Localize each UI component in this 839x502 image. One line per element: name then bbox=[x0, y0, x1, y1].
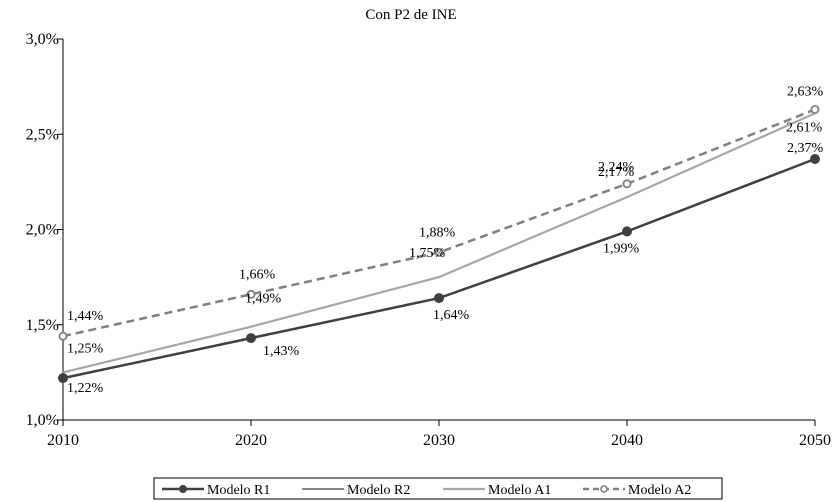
data-label-modelo-a1: 1,75% bbox=[409, 246, 446, 261]
data-point-modelo-a2 bbox=[622, 179, 632, 189]
data-label-modelo-a2: 1,88% bbox=[419, 225, 456, 240]
data-label-modelo-r1: 1,43% bbox=[263, 344, 300, 359]
data-point-modelo-r1 bbox=[810, 154, 820, 165]
x-tick-label: 2010 bbox=[47, 432, 79, 449]
legend: Modelo R1 Modelo R2 Modelo A1 Modelo A2 bbox=[153, 477, 723, 500]
legend-label-modelo-r2: Modelo R2 bbox=[347, 483, 410, 498]
data-label-modelo-a1: 2,17% bbox=[598, 165, 635, 180]
legend-box bbox=[153, 477, 723, 500]
data-point-modelo-a2 bbox=[246, 289, 256, 299]
data-point-modelo-a2 bbox=[434, 247, 444, 257]
data-label-modelo-r1: 1,64% bbox=[433, 308, 470, 323]
data-point-modelo-a2 bbox=[58, 331, 68, 341]
legend-label-modelo-a2: Modelo A2 bbox=[628, 483, 691, 498]
data-label-modelo-r1: 2,37% bbox=[787, 141, 824, 156]
axes: 1,0% 1,5% 2,0% 2,5% 3,0% 2010 2020 2030 2040 2050 bbox=[26, 31, 831, 449]
data-point-modelo-r1 bbox=[58, 373, 68, 384]
x-tick-label: 2020 bbox=[235, 432, 267, 449]
plot-area bbox=[58, 104, 820, 384]
data-label-modelo-a1: 1,25% bbox=[67, 341, 104, 356]
data-point-modelo-r1 bbox=[246, 333, 256, 344]
x-tick-label: 2040 bbox=[611, 432, 643, 449]
x-tick-label: 2050 bbox=[799, 432, 831, 449]
series-line-modelo-a1 bbox=[62, 112, 816, 374]
data-point-modelo-a2 bbox=[810, 104, 820, 114]
legend-label-modelo-a1: Modelo A1 bbox=[488, 483, 551, 498]
data-point-modelo-r1 bbox=[434, 293, 444, 304]
y-tick-label: 2,0% bbox=[26, 222, 59, 239]
data-label-modelo-a2: 2,24% bbox=[598, 160, 635, 175]
data-point-modelo-r1 bbox=[622, 226, 632, 237]
chart-title: Con P2 de INE bbox=[365, 7, 456, 23]
legend-marker-modelo-a2 bbox=[600, 485, 608, 493]
data-labels: 1,22% 1,43% 1,64% 1,99% 2,37% 1,25% 1,49% 1,75%… bbox=[67, 84, 824, 396]
data-label-modelo-a2: 1,66% bbox=[239, 267, 276, 282]
y-tick-label: 2,5% bbox=[26, 126, 59, 143]
legend-label-modelo-r1: Modelo R1 bbox=[207, 483, 270, 498]
data-label-modelo-r1: 1,99% bbox=[603, 241, 640, 256]
y-tick-label: 3,0% bbox=[26, 31, 59, 48]
x-tick-label: 2030 bbox=[423, 432, 455, 449]
data-label-modelo-a1: 2,61% bbox=[786, 120, 823, 135]
series-line-modelo-a2 bbox=[62, 108, 816, 338]
legend-marker-modelo-r1 bbox=[179, 485, 187, 493]
data-label-modelo-r1: 1,22% bbox=[67, 381, 104, 396]
y-tick-label: 1,5% bbox=[26, 317, 59, 334]
data-label-modelo-a2: 2,63% bbox=[787, 84, 824, 99]
data-label-modelo-a2: 1,44% bbox=[67, 309, 104, 324]
y-tick-label: 1,0% bbox=[26, 412, 59, 429]
data-label-modelo-a1: 1,49% bbox=[245, 292, 282, 307]
